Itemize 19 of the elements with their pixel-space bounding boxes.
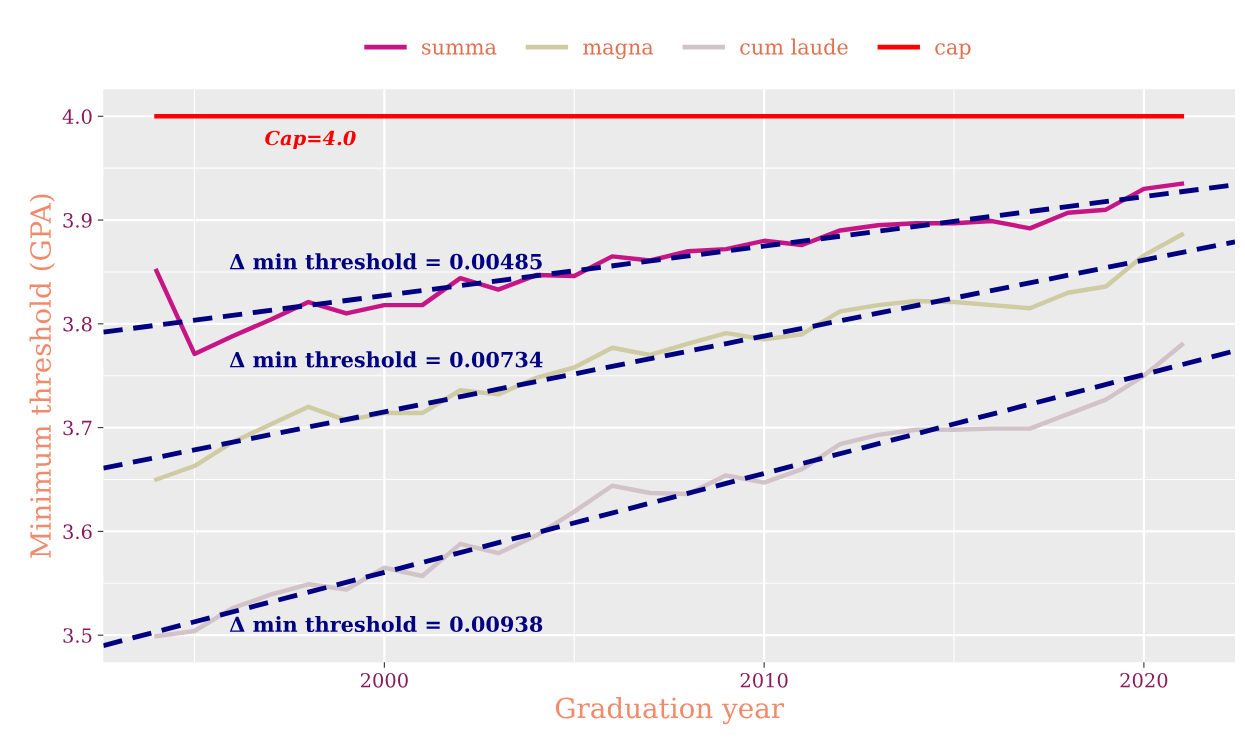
x-tick-label: 2000	[360, 672, 408, 688]
legend-label: magna	[583, 43, 654, 60]
x-axis-title: Graduation year	[555, 696, 785, 725]
legend-label: cum laude	[740, 38, 848, 55]
y-tick-label: 3.9	[63, 213, 92, 228]
y-tick-label: 3.7	[63, 420, 92, 436]
legend-label: summa	[422, 43, 497, 55]
y-tick-label: 4.0	[62, 109, 92, 124]
y-tick-label: 3.6	[63, 524, 92, 540]
annotation: Δ min threshold = 0.00938	[229, 615, 543, 633]
annotation: Cap=4.0	[265, 130, 356, 150]
y-tick-label: 3.8	[63, 316, 92, 332]
y-tick-label: 3.5	[63, 628, 92, 643]
legend-label: cap	[935, 43, 971, 59]
annotation: Δ min threshold = 0.00485	[229, 253, 542, 270]
y-axis-title: Minimum threshold (GPA)	[29, 194, 55, 558]
x-tick-label: 2020	[1120, 672, 1168, 688]
x-tick-label: 2010	[740, 672, 788, 688]
annotation: Δ min threshold = 0.00734	[229, 351, 543, 368]
